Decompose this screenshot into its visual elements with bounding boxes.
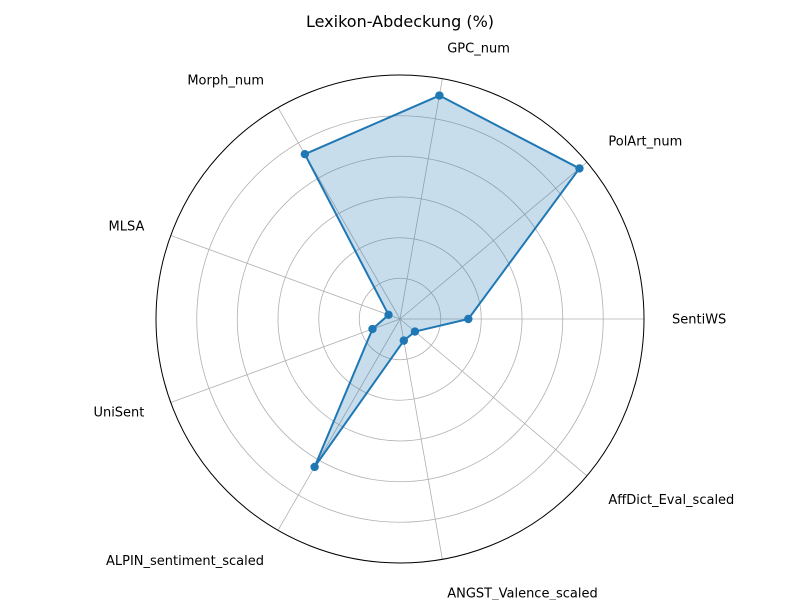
- axis-label-affdict-eval-scaled: AffDict_Eval_scaled: [608, 493, 734, 508]
- series-layer: [300, 91, 584, 472]
- data-point-sentiws: [464, 314, 473, 324]
- angular-gridline: [170, 318, 401, 403]
- data-point-alpin-sentiment-scaled: [310, 462, 319, 472]
- angular-gridline: [399, 318, 588, 477]
- series-area: [304, 95, 580, 467]
- data-point-angst-valence-scaled: [399, 336, 409, 345]
- data-point-morph-num: [300, 149, 310, 159]
- axis-label-mlsa: MLSA: [109, 220, 145, 235]
- angular-gridline: [170, 235, 401, 320]
- angular-gridline: [277, 107, 401, 320]
- data-point-unisent: [368, 324, 377, 334]
- angular-gridline: [399, 318, 443, 560]
- axis-label-morph-num: Morph_num: [187, 74, 264, 89]
- axis-label-unisent: UniSent: [93, 406, 144, 421]
- angular-gridline: [399, 161, 588, 320]
- axis-label-alpin-sentiment-scaled: ALPIN_sentiment_scaled: [106, 554, 264, 569]
- angular-gridline: [277, 318, 401, 531]
- axis-label-angst-valence-scaled: ANGST_Valence_scaled: [447, 586, 597, 600]
- angular-gridline: [399, 78, 443, 320]
- data-point-mlsa: [384, 310, 393, 320]
- data-point-polart-num: [575, 164, 584, 173]
- axis-label-sentiws: SentiWS: [672, 313, 726, 328]
- series-line: [303, 94, 581, 468]
- axis-label-gpc-num: GPC_num: [447, 41, 510, 56]
- axis-label-polart-num: PolArt_num: [608, 134, 682, 149]
- polar-frame: [155, 74, 645, 564]
- data-point-gpc-num: [435, 91, 444, 100]
- data-point-affdict-eval-scaled: [410, 327, 420, 336]
- grid-layer: [155, 74, 645, 564]
- chart-title: Lexikon-Abdeckung (%): [306, 12, 494, 31]
- axis-labels: SentiWS PolArt_num GPC_num Morph_num MLSA Uni…: [93, 41, 734, 600]
